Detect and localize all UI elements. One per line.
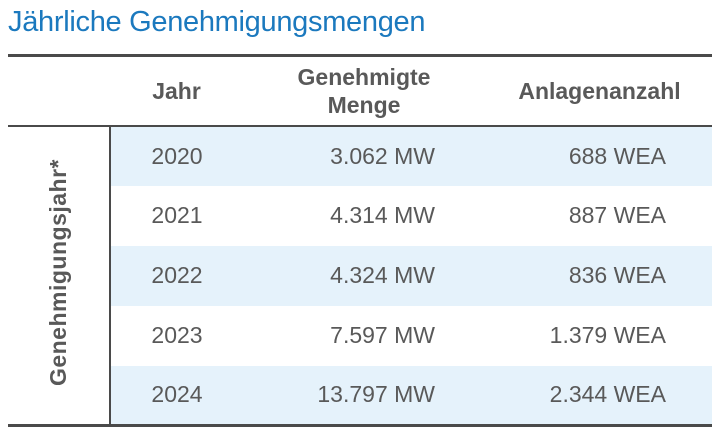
- table-row-2022: 2022 4.324 MW 836 WEA: [8, 245, 712, 306]
- cell-anlagenanzahl: 1.379 WEA: [455, 305, 712, 366]
- column-header-genehmigte-menge: Genehmigte Menge: [297, 63, 431, 118]
- approval-table: Jahr Genehmigte Menge Anlagenanzahl Gene…: [8, 54, 712, 427]
- cell-anlagenanzahl: 2.344 WEA: [455, 365, 712, 426]
- cell-jahr: 2021: [110, 185, 243, 246]
- header-row: Jahr Genehmigte Menge Anlagenanzahl: [8, 55, 712, 126]
- table-row-2021: 2021 4.314 MW 887 WEA: [8, 185, 712, 246]
- cell-jahr: 2020: [110, 125, 243, 186]
- cell-genehmigte-menge: 4.314 MW: [243, 185, 455, 246]
- table-row-2023: 2023 7.597 MW 1.379 WEA: [8, 305, 712, 366]
- column-header-jahr: Jahr: [152, 77, 201, 104]
- table-row-2024: 2024 13.797 MW 2.344 WEA: [8, 365, 712, 426]
- cell-anlagenanzahl: 836 WEA: [455, 245, 712, 306]
- row-group-label: Genehmigungsjahr*: [45, 159, 71, 387]
- column-header-anlagenanzahl: Anlagenanzahl: [518, 77, 681, 104]
- page-title: Jährliche Genehmigungsmengen: [8, 6, 426, 38]
- corner-cell: [8, 55, 110, 126]
- cell-jahr: 2023: [110, 305, 243, 366]
- cell-genehmigte-menge: 7.597 MW: [243, 305, 455, 366]
- cell-jahr: 2024: [110, 365, 243, 426]
- cell-genehmigte-menge: 3.062 MW: [243, 125, 455, 186]
- cell-genehmigte-menge: 4.324 MW: [243, 245, 455, 306]
- cell-anlagenanzahl: 887 WEA: [455, 185, 712, 246]
- cell-genehmigte-menge: 13.797 MW: [243, 365, 455, 426]
- row-group-header: Genehmigungsjahr*: [8, 125, 111, 426]
- table-row-2020: Genehmigungsjahr* 2020 3.062 MW 688 WEA: [8, 125, 712, 426]
- cell-jahr: 2022: [110, 245, 243, 306]
- cell-anlagenanzahl: 688 WEA: [455, 125, 712, 186]
